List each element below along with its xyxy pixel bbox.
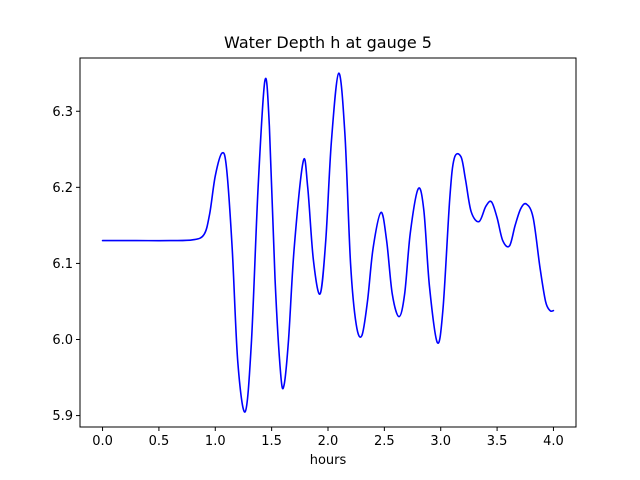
x-axis-ticks: 0.0 0.5 1.0 1.5 2.0 2.5 3.0 3.5 4.0 bbox=[92, 427, 564, 449]
x-tick-label: 3.5 bbox=[487, 434, 508, 449]
x-tick-label: 4.0 bbox=[543, 434, 564, 449]
x-tick-label: 2.0 bbox=[318, 434, 339, 449]
y-tick-label: 6.2 bbox=[52, 181, 73, 196]
y-axis-ticks: 5.9 6.0 6.1 6.2 6.3 bbox=[52, 105, 80, 424]
series-layer bbox=[101, 72, 555, 413]
chart-title: Water Depth h at gauge 5 bbox=[224, 33, 432, 52]
x-tick-label: 2.5 bbox=[374, 434, 395, 449]
x-tick-label: 0.5 bbox=[149, 434, 170, 449]
series-line bbox=[101, 72, 555, 413]
y-tick-label: 6.1 bbox=[52, 257, 73, 272]
plot-area bbox=[80, 58, 576, 427]
x-tick-label: 0.0 bbox=[92, 434, 113, 449]
y-tick-label: 6.3 bbox=[52, 105, 73, 120]
plot-frame bbox=[79, 57, 577, 428]
x-tick-label: 1.0 bbox=[205, 434, 226, 449]
y-tick-label: 5.9 bbox=[52, 409, 73, 424]
x-tick-label: 3.0 bbox=[430, 434, 451, 449]
x-tick-label: 1.5 bbox=[261, 434, 282, 449]
x-axis-label: hours bbox=[309, 453, 347, 468]
y-tick-label: 6.0 bbox=[52, 333, 73, 348]
